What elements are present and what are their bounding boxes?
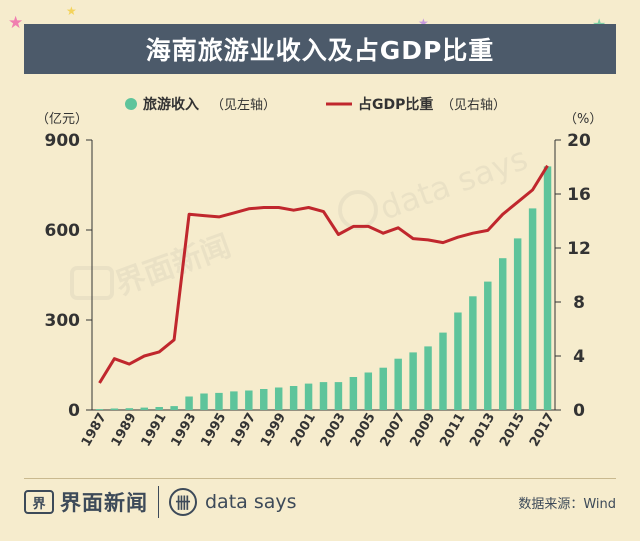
right-axis-unit: （%） [564, 112, 602, 127]
footer-separator [158, 486, 159, 518]
ratio-line [98, 164, 549, 384]
right-tick-label: 8 [573, 293, 585, 313]
income-bar [200, 393, 208, 410]
x-tick-label: 1997 [228, 411, 259, 450]
brand-logo-icon: 界 [24, 490, 54, 514]
income-bar [95, 409, 104, 410]
income-bar [484, 281, 492, 410]
income-bar [364, 372, 373, 410]
income-bar [394, 358, 402, 410]
income-bar [498, 258, 507, 410]
star-icon: ★ [418, 16, 429, 30]
left-tick-label: 0 [68, 401, 80, 421]
income-bar [245, 390, 253, 410]
income-bar [319, 382, 328, 410]
income-bar [543, 166, 552, 410]
data-source: 数据来源：Wind [518, 496, 616, 512]
income-bar [454, 312, 462, 410]
income-bar [379, 367, 387, 410]
legend-ratio-axis-note: （见右轴） [441, 98, 506, 113]
left-axis-ticks: 0 300 600 900 [45, 131, 92, 421]
legend-income-axis-note: （见左轴） [211, 98, 276, 113]
x-tick-label: 2003 [318, 411, 349, 450]
income-bar [110, 408, 119, 410]
income-bar [215, 392, 223, 410]
income-bar [289, 386, 298, 410]
income-bar [304, 383, 313, 410]
chart-title: 海南旅游业收入及占GDP比重 [24, 24, 616, 74]
right-tick-label: 4 [573, 347, 585, 367]
x-tick-label: 1993 [168, 411, 199, 450]
income-bar [469, 296, 477, 410]
datasays-logo-icon: 卌 [169, 488, 197, 516]
income-bar [140, 407, 149, 410]
income-bar [349, 377, 358, 410]
income-bars [95, 166, 552, 410]
income-bar [528, 208, 537, 410]
income-bar [409, 352, 417, 410]
legend-income-marker [125, 98, 137, 110]
left-axis-unit: （亿元） [36, 112, 88, 127]
x-tick-label: 2013 [467, 410, 498, 449]
watermark-ds-icon [338, 190, 378, 230]
chart-area: 界面新闻 data says （亿元） （%） 旅游收入 （见左轴） 占GDP比… [36, 96, 602, 449]
watermark-datasays: data says [375, 139, 533, 227]
x-tick-label: 2011 [437, 411, 468, 450]
income-bar [170, 406, 178, 410]
right-tick-label: 12 [567, 239, 591, 259]
legend-ratio-label: 占GDP比重 [358, 96, 433, 113]
watermark: 界面新闻 data says [70, 139, 533, 303]
footer-divider [24, 478, 616, 479]
x-tick-label: 2001 [288, 411, 319, 450]
right-tick-label: 0 [573, 401, 585, 421]
legend: 旅游收入 （见左轴） 占GDP比重 （见右轴） [125, 96, 506, 113]
x-tick-label: 1995 [198, 411, 229, 450]
income-bar [439, 332, 447, 410]
x-tick-label: 2005 [348, 411, 379, 450]
right-tick-label: 20 [567, 131, 591, 151]
income-bar [513, 238, 522, 410]
star-icon: ★ [66, 4, 77, 18]
x-tick-label: 2017 [527, 411, 558, 450]
legend-income-label: 旅游收入 [143, 96, 199, 113]
income-bar [155, 407, 163, 410]
income-bar [274, 387, 283, 410]
left-tick-label: 900 [45, 131, 81, 151]
footer: 界 界面新闻 卌 data says 数据来源：Wind [24, 482, 616, 522]
right-tick-label: 16 [567, 185, 591, 205]
income-bar [230, 391, 238, 410]
x-tick-label: 1989 [109, 411, 140, 450]
income-bar [260, 389, 268, 410]
x-tick-label: 2007 [378, 411, 409, 450]
left-tick-label: 600 [45, 221, 81, 241]
x-tick-label: 2009 [407, 411, 438, 450]
income-bar [334, 382, 343, 410]
x-tick-label: 1991 [139, 411, 170, 450]
x-axis-ticks: 1987198919911993199519971999200120032005… [79, 410, 558, 449]
x-tick-label: 2015 [497, 411, 528, 450]
x-tick-label: 1987 [79, 411, 110, 450]
income-bar [185, 396, 193, 410]
left-tick-label: 300 [45, 311, 81, 331]
star-icon: ★ [8, 13, 24, 33]
income-bar [125, 408, 134, 410]
datasays-name: data says [205, 491, 297, 513]
income-bar [424, 346, 432, 410]
brand-name: 界面新闻 [60, 491, 148, 515]
right-axis-ticks: 0 4 8 12 16 20 [555, 131, 591, 421]
x-tick-label: 1999 [258, 411, 289, 450]
watermark-brand: 界面新闻 [111, 229, 236, 303]
